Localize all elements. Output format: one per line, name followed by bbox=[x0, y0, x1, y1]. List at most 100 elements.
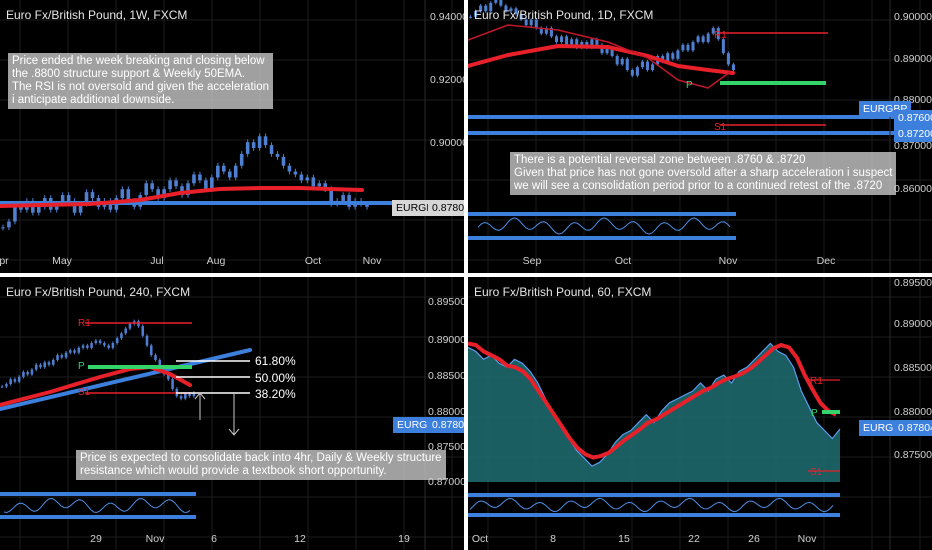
pivot-s1-label: S1 bbox=[810, 467, 823, 478]
candle-body bbox=[524, 19, 528, 26]
candle-body bbox=[30, 369, 34, 375]
y-tick-label: 0.87500 bbox=[428, 441, 464, 453]
rsi-line bbox=[469, 497, 834, 513]
candle-body bbox=[210, 177, 214, 190]
chart-title: Euro Fx/British Pound, 240, FXCM bbox=[6, 285, 191, 299]
candle-body bbox=[731, 64, 735, 70]
candle-body bbox=[64, 352, 68, 358]
candle-body bbox=[141, 326, 145, 336]
weekly-chart-canvas bbox=[0, 0, 464, 273]
candle-body bbox=[13, 203, 17, 222]
candle-body bbox=[590, 39, 594, 48]
candle-body bbox=[73, 350, 76, 353]
candle-body bbox=[640, 61, 644, 68]
candle-body bbox=[227, 171, 232, 178]
pivot-s1-label: S1 bbox=[714, 122, 727, 133]
candle-body bbox=[625, 58, 629, 70]
note-line: i anticipate additional downside. bbox=[12, 94, 175, 106]
chart-title: Euro Fx/British Pound, 1W, FXCM bbox=[6, 8, 188, 22]
candle-body bbox=[696, 36, 700, 42]
candle-body bbox=[706, 33, 710, 42]
candle-body bbox=[544, 28, 548, 34]
x-tick-label: Nov bbox=[718, 255, 738, 267]
candle-body bbox=[0, 386, 4, 388]
y-tick-label: 0.89000 bbox=[894, 53, 932, 65]
note-line: There is a potential reversal zone betwe… bbox=[514, 154, 806, 166]
candle-body bbox=[233, 165, 238, 178]
candle-body bbox=[509, 8, 513, 12]
candle-body bbox=[726, 53, 730, 65]
candle-body bbox=[60, 195, 65, 204]
candle-body bbox=[34, 364, 38, 370]
candle-body bbox=[179, 396, 183, 399]
candle-body bbox=[716, 28, 720, 40]
rsi-line bbox=[477, 217, 731, 235]
candle-body bbox=[529, 19, 533, 26]
daily-chart-canvas bbox=[468, 0, 932, 273]
candle-body bbox=[281, 156, 286, 166]
candle-body bbox=[167, 374, 170, 380]
candle-body bbox=[575, 39, 579, 48]
chart-panel-weekly[interactable]: Euro Fx/British Pound, 1W, FXCM Price en… bbox=[0, 0, 464, 273]
candle-body bbox=[84, 192, 89, 204]
chart-panel-1h[interactable]: Euro Fx/British Pound, 60, FXCM R1 P S1 … bbox=[468, 277, 932, 550]
candle-body bbox=[51, 359, 55, 365]
note-line: The RSI is not oversold and given the ac… bbox=[12, 81, 269, 93]
x-tick-label: Nov bbox=[145, 533, 165, 545]
candle-body bbox=[469, 16, 473, 18]
y-tick-label: 0.88500 bbox=[428, 370, 464, 382]
h1-chart-canvas bbox=[468, 277, 932, 550]
pivot-s1-label: S1 bbox=[78, 387, 91, 398]
candle-body bbox=[198, 174, 202, 181]
candle-body bbox=[600, 44, 604, 54]
chart-title: Euro Fx/British Pound, 1D, FXCM bbox=[474, 8, 654, 22]
candle-body bbox=[489, 2, 493, 12]
candle-body bbox=[539, 28, 543, 34]
candle-body bbox=[156, 189, 160, 198]
candle-body bbox=[90, 343, 93, 348]
candle-body bbox=[54, 203, 59, 210]
candle-body bbox=[651, 64, 655, 70]
fib-level-618: 61.80% bbox=[255, 354, 296, 368]
candle-body bbox=[81, 345, 85, 348]
candle-body bbox=[311, 177, 316, 187]
chart-panel-daily[interactable]: Euro Fx/British Pound, 1D, FXCM There is… bbox=[468, 0, 932, 273]
last-price-value: 0.87804 bbox=[428, 417, 464, 433]
candle-body bbox=[47, 362, 51, 365]
chart-panel-4h[interactable]: Euro Fx/British Pound, 240, FXCM Price i… bbox=[0, 277, 464, 550]
price-area-fill bbox=[468, 343, 840, 482]
x-tick-label: 12 bbox=[294, 533, 306, 545]
candle-body bbox=[269, 145, 274, 154]
candle-body bbox=[630, 70, 634, 76]
candle-body bbox=[635, 67, 639, 76]
ema-line bbox=[0, 186, 364, 208]
candle-body bbox=[554, 36, 559, 42]
candle-body bbox=[103, 343, 106, 346]
candle-body bbox=[60, 355, 64, 358]
analysis-note: There is a potential reversal zone betwe… bbox=[510, 152, 897, 195]
pivot-p-label: P bbox=[811, 408, 818, 419]
x-tick-label: 29 bbox=[90, 533, 102, 545]
candle-body bbox=[549, 28, 553, 37]
candle-body bbox=[204, 180, 208, 190]
y-tick-label: 0.89000 bbox=[428, 334, 464, 346]
price-line bbox=[468, 342, 841, 467]
x-tick-label: 8 bbox=[550, 533, 556, 545]
candle-body bbox=[128, 323, 132, 329]
x-tick-label: 22 bbox=[688, 533, 700, 545]
candle-body bbox=[22, 372, 25, 377]
x-tick-label: Dec bbox=[816, 255, 836, 267]
x-tick-label: Aug bbox=[206, 255, 226, 267]
x-tick-label: 6 bbox=[211, 533, 217, 545]
rsi-line bbox=[3, 497, 191, 514]
y-tick-label: 0.87000 bbox=[428, 476, 464, 488]
up-arrow-head bbox=[194, 392, 206, 400]
candle-body bbox=[479, 5, 483, 12]
candle-body bbox=[494, 0, 498, 3]
candle-body bbox=[615, 56, 619, 65]
note-line: Given that price has not gone oversold a… bbox=[514, 167, 893, 179]
candle-body bbox=[287, 165, 292, 172]
candle-body bbox=[149, 345, 153, 356]
